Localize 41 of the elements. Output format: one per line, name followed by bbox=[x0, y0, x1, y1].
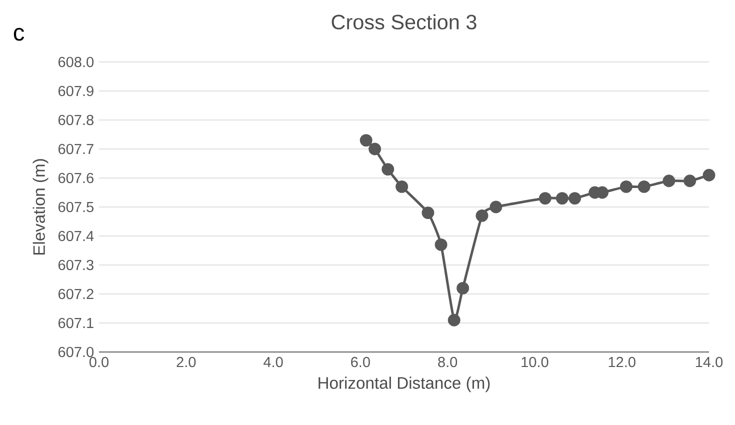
point bbox=[620, 180, 632, 193]
point bbox=[684, 174, 696, 188]
y-tick-label: 607.7 bbox=[58, 144, 94, 154]
x-tick-label: 12.0 bbox=[608, 356, 636, 368]
point bbox=[422, 206, 434, 220]
point bbox=[568, 192, 582, 205]
x-tick-label: 2.0 bbox=[176, 356, 196, 368]
x-tick-label: 8.0 bbox=[438, 356, 458, 368]
point bbox=[662, 174, 676, 188]
point bbox=[456, 282, 470, 294]
point bbox=[368, 142, 382, 156]
text: c bbox=[14, 28, 24, 41]
x-tick-label: 14.0 bbox=[696, 356, 723, 368]
point bbox=[448, 314, 460, 326]
y-tick-label: 607.4 bbox=[58, 230, 94, 242]
x-tick-label: 0.0 bbox=[89, 356, 109, 368]
point bbox=[396, 180, 408, 193]
x-tick-label: 4.0 bbox=[264, 356, 283, 368]
point bbox=[538, 192, 552, 205]
chart-title: Cross Section 3 bbox=[332, 14, 476, 30]
point bbox=[638, 180, 650, 193]
x-axis-title: Horizontal Distance (m) bbox=[318, 376, 490, 392]
y-tick-label: 607.3 bbox=[58, 260, 94, 270]
y-tick-label: 607.2 bbox=[58, 288, 94, 300]
point bbox=[476, 209, 488, 222]
y-tick-label: 607.0 bbox=[58, 346, 94, 358]
y-tick-label: 608.0 bbox=[58, 56, 94, 68]
point bbox=[382, 163, 394, 176]
y-tick-label: 607.8 bbox=[58, 114, 94, 126]
y-tick-label: 607.9 bbox=[58, 86, 94, 96]
point bbox=[556, 192, 568, 205]
point bbox=[360, 134, 372, 147]
point bbox=[490, 200, 502, 214]
point bbox=[702, 168, 716, 182]
y-axis-title: Elevation (m) bbox=[32, 159, 48, 255]
y-tick-label: 607.5 bbox=[58, 202, 94, 212]
x-tick-label: 10.0 bbox=[522, 356, 548, 368]
point bbox=[434, 238, 448, 251]
y-tick-label: 607.1 bbox=[58, 318, 94, 328]
x-tick-label: 6.0 bbox=[351, 356, 370, 368]
y-tick-label: 607.6 bbox=[58, 172, 94, 184]
